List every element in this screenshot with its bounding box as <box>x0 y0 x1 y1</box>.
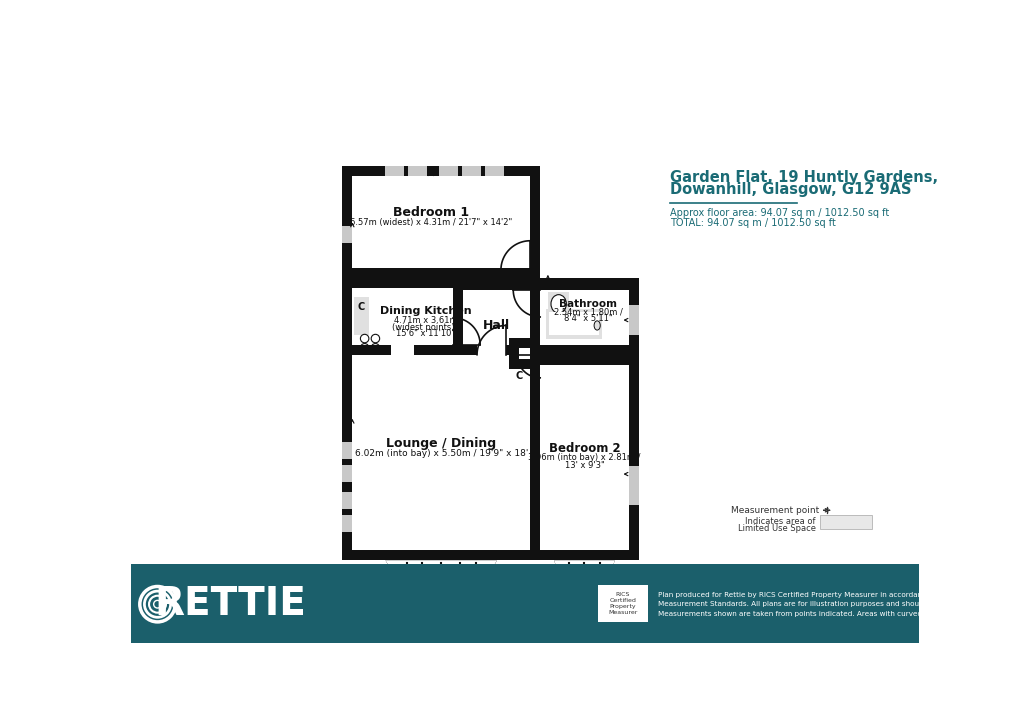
Text: Limited Use Space: Limited Use Space <box>738 524 816 534</box>
Bar <box>352 288 454 370</box>
Bar <box>463 345 477 355</box>
Bar <box>352 290 454 355</box>
Bar <box>342 226 352 243</box>
Bar <box>385 166 403 176</box>
Bar <box>541 290 629 345</box>
Text: RETTIE: RETTIE <box>155 585 306 623</box>
Text: 2.54m x 1.80m /: 2.54m x 1.80m / <box>554 307 623 317</box>
Text: Bedroom 1: Bedroom 1 <box>393 206 469 219</box>
Polygon shape <box>385 560 497 592</box>
Bar <box>342 465 352 482</box>
Bar <box>506 345 530 355</box>
Text: Indicates area of: Indicates area of <box>745 518 816 526</box>
Bar <box>547 309 602 338</box>
Bar <box>629 466 639 505</box>
Text: 13' x 9'3": 13' x 9'3" <box>564 461 604 470</box>
Bar <box>342 492 352 509</box>
Text: 4.71m x 3.61m: 4.71m x 3.61m <box>394 315 458 325</box>
Bar <box>548 291 569 315</box>
Bar <box>541 345 629 355</box>
Polygon shape <box>385 560 497 595</box>
Text: Plan produced for Rettie by RICS Certified Property Measurer in accordance with : Plan produced for Rettie by RICS Certifi… <box>658 591 1024 617</box>
Bar <box>598 585 648 622</box>
Bar <box>454 290 463 355</box>
Bar <box>408 166 427 176</box>
Text: TOTAL: 94.07 sq m / 1012.50 sq ft: TOTAL: 94.07 sq m / 1012.50 sq ft <box>670 218 836 228</box>
Text: Bedroom 2: Bedroom 2 <box>549 442 621 455</box>
Text: Measurement point: Measurement point <box>731 506 819 515</box>
Text: RICS
Certified
Property
Measurer: RICS Certified Property Measurer <box>608 592 637 615</box>
Bar <box>541 364 629 550</box>
Ellipse shape <box>594 321 600 330</box>
Bar <box>438 166 458 176</box>
Text: 6.02m (into bay) x 5.50m / 19'9" x 18': 6.02m (into bay) x 5.50m / 19'9" x 18' <box>354 449 528 458</box>
Bar <box>550 312 599 335</box>
Text: Garden Flat, 19 Huntly Gardens,: Garden Flat, 19 Huntly Gardens, <box>670 171 938 185</box>
Text: C: C <box>358 302 366 312</box>
Bar <box>509 338 541 369</box>
Text: Bathroom: Bathroom <box>559 299 617 309</box>
Bar <box>819 515 872 529</box>
Text: 15'6" x 11'10": 15'6" x 11'10" <box>396 330 456 338</box>
Polygon shape <box>554 560 614 592</box>
Bar <box>352 355 530 550</box>
Text: 3.96m (into bay) x 2.81m /: 3.96m (into bay) x 2.81m / <box>528 453 641 462</box>
Bar <box>530 290 541 355</box>
Bar <box>462 166 481 176</box>
Text: Dowanhill, Glasgow, G12 9AS: Dowanhill, Glasgow, G12 9AS <box>670 182 911 197</box>
Bar <box>463 290 530 355</box>
Text: C: C <box>516 370 523 380</box>
Polygon shape <box>554 560 614 595</box>
Text: Lounge / Dining: Lounge / Dining <box>386 437 497 450</box>
Text: 8'4" x 5'11": 8'4" x 5'11" <box>564 315 612 323</box>
Bar <box>352 345 391 355</box>
Text: Hall: Hall <box>483 319 510 332</box>
Bar <box>354 297 370 335</box>
Text: Approx floor area: 94.07 sq m / 1012.50 sq ft: Approx floor area: 94.07 sq m / 1012.50 … <box>670 208 889 218</box>
Bar <box>352 176 530 268</box>
Bar <box>342 278 639 560</box>
Bar <box>819 515 872 529</box>
Bar <box>342 442 352 458</box>
Bar <box>530 378 541 550</box>
Text: 6.57m (widest) x 4.31m / 21'7" x 14'2": 6.57m (widest) x 4.31m / 21'7" x 14'2" <box>350 218 512 227</box>
Bar <box>484 166 504 176</box>
Text: Dining Kitchen: Dining Kitchen <box>380 306 472 316</box>
Bar <box>342 515 352 532</box>
Bar <box>414 345 454 355</box>
Bar <box>629 304 639 335</box>
Bar <box>342 166 541 278</box>
Bar <box>131 564 920 643</box>
Ellipse shape <box>551 295 566 313</box>
Bar <box>518 348 530 359</box>
Text: (widest points) /: (widest points) / <box>392 322 460 332</box>
